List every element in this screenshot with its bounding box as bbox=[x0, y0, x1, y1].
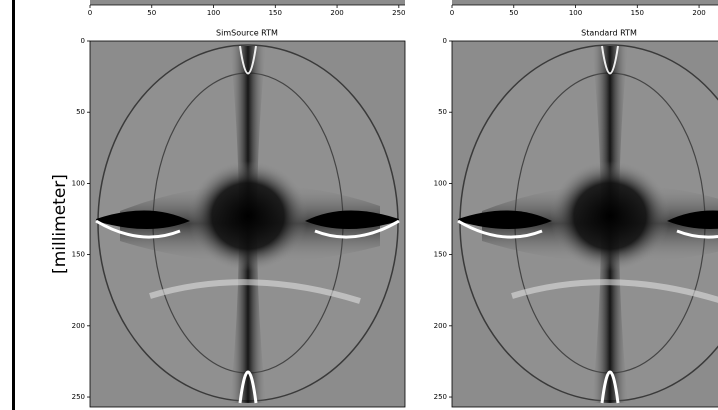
x-tick-label: 200 bbox=[330, 9, 343, 17]
y-tick-label: 250 bbox=[72, 393, 85, 401]
y-tick-label: 0 bbox=[81, 37, 85, 45]
x-tick-label: 50 bbox=[147, 9, 156, 17]
x-tick-label: 0 bbox=[88, 9, 92, 17]
image-strip bbox=[452, 0, 718, 5]
x-tick-label: 250 bbox=[392, 9, 405, 17]
y-tick-label: 200 bbox=[434, 322, 447, 330]
y-tick-label: 250 bbox=[434, 393, 447, 401]
y-axis-label: [millimeter] bbox=[50, 174, 70, 274]
x-tick-label: 100 bbox=[569, 9, 582, 17]
x-tick-label: 100 bbox=[207, 9, 220, 17]
y-tick-label: 100 bbox=[434, 179, 447, 187]
rtm-image bbox=[452, 41, 718, 407]
x-tick-label: 150 bbox=[269, 9, 282, 17]
y-tick-label: 50 bbox=[76, 108, 85, 116]
x-tick-label: 150 bbox=[631, 9, 644, 17]
panel-title: Standard RTM bbox=[581, 29, 637, 38]
y-tick-label: 100 bbox=[72, 179, 85, 187]
rtm-image bbox=[90, 41, 405, 407]
x-tick-label: 200 bbox=[692, 9, 705, 17]
x-tick-label: 50 bbox=[509, 9, 518, 17]
y-tick-label: 50 bbox=[438, 108, 447, 116]
y-tick-label: 0 bbox=[443, 37, 447, 45]
figure: SimSource RTM Standard RTM [millimeter] … bbox=[0, 0, 718, 410]
x-tick-label: 0 bbox=[450, 9, 454, 17]
panel-title: SimSource RTM bbox=[216, 29, 278, 38]
y-tick-label: 150 bbox=[434, 251, 447, 259]
y-tick-label: 150 bbox=[72, 251, 85, 259]
image-strip bbox=[90, 0, 405, 5]
y-tick-label: 200 bbox=[72, 322, 85, 330]
frame-edge bbox=[12, 0, 15, 410]
